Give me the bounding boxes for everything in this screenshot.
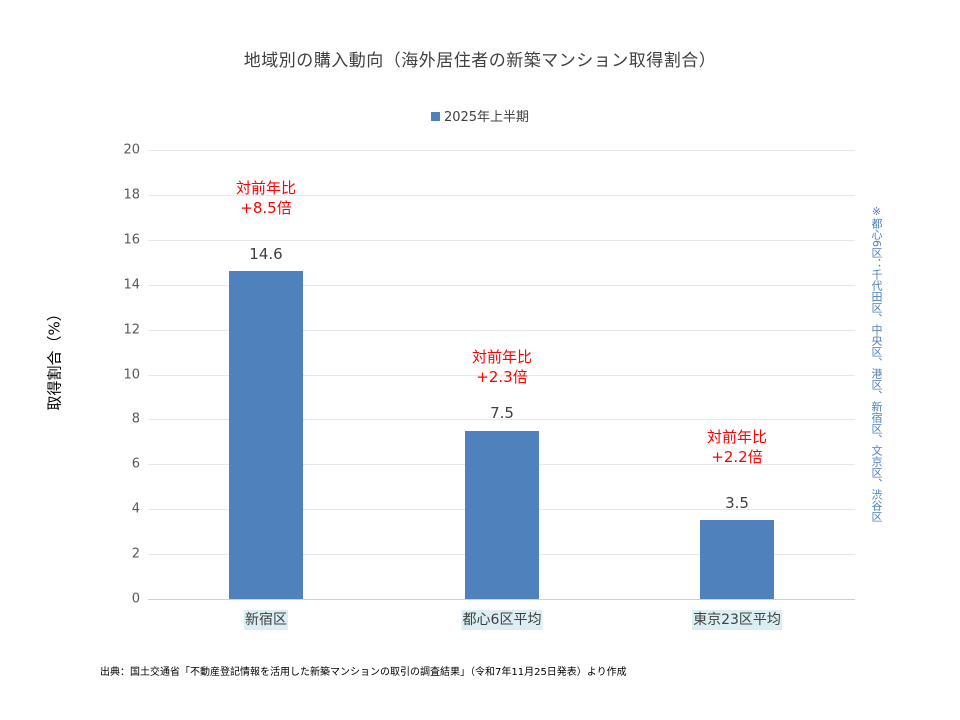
category-label-shinjuku: 新宿区 — [244, 610, 288, 630]
yoy-label-shinjuku: 対前年比 +8.5倍 — [206, 178, 326, 218]
yoy-label-value: +2.2倍 — [711, 448, 763, 466]
category-label-tokyo-23ku: 東京23区平均 — [692, 610, 782, 630]
y-tick-20: 20 — [123, 142, 140, 158]
yoy-label-toshin-6ku: 対前年比 +2.3倍 — [442, 347, 562, 387]
y-tick-16: 16 — [123, 232, 140, 248]
yoy-label-title: 対前年比 — [471, 348, 532, 366]
source-citation: 出典：国土交通省「不動産登記情報を活用した新築マンションの取引の調査結果」（令和… — [100, 667, 627, 678]
y-tick-6: 6 — [131, 456, 140, 472]
bar-shinjuku[interactable] — [229, 271, 303, 599]
y-tick-0: 0 — [131, 591, 140, 607]
yoy-label-title: 対前年比 — [235, 179, 296, 197]
yoy-label-tokyo-23ku: 対前年比 +2.2倍 — [677, 427, 797, 467]
chart-title: 地域別の購入動向（海外居住者の新築マンション取得割合） — [243, 51, 717, 71]
y-tick-14: 14 — [123, 277, 140, 293]
yoy-label-value: +8.5倍 — [240, 199, 292, 217]
gridline-12 — [148, 329, 855, 331]
bar-toshin-6ku[interactable] — [465, 430, 539, 599]
legend-label: 2025年上半期 — [443, 110, 530, 125]
y-tick-18: 18 — [123, 187, 140, 203]
gridline-8 — [148, 419, 855, 421]
y-tick-12: 12 — [123, 322, 140, 338]
x-axis-line — [148, 599, 855, 600]
gridline-16 — [148, 239, 855, 241]
side-note: ※都心6区：千代田区、中央区、港区、新宿区、文京区、渋谷区 — [870, 205, 883, 522]
yoy-label-value: +2.3倍 — [476, 368, 528, 386]
value-label-tokyo-23ku: 3.5 — [725, 494, 749, 512]
y-tick-2: 2 — [131, 546, 140, 562]
gridline-18 — [148, 194, 855, 196]
value-label-shinjuku: 14.6 — [249, 245, 283, 263]
gridline-10 — [148, 374, 855, 376]
value-label-toshin-6ku: 7.5 — [490, 404, 514, 422]
gridline-20 — [148, 150, 855, 151]
y-axis-title: 取得割合（%） — [45, 306, 64, 411]
y-tick-8: 8 — [131, 411, 140, 427]
gridline-14 — [148, 284, 855, 286]
bar-tokyo-23ku[interactable] — [700, 520, 774, 599]
y-tick-4: 4 — [131, 501, 140, 517]
y-tick-10: 10 — [123, 367, 140, 382]
legend: 2025年上半期 — [0, 106, 960, 125]
yoy-label-title: 対前年比 — [706, 428, 767, 446]
legend-swatch-icon — [430, 112, 440, 121]
category-label-toshin-6ku: 都心6区平均 — [461, 610, 543, 630]
plot-area: 20 18 16 14 12 10 8 6 4 2 0 14.6 対前年比 +8… — [123, 143, 855, 607]
